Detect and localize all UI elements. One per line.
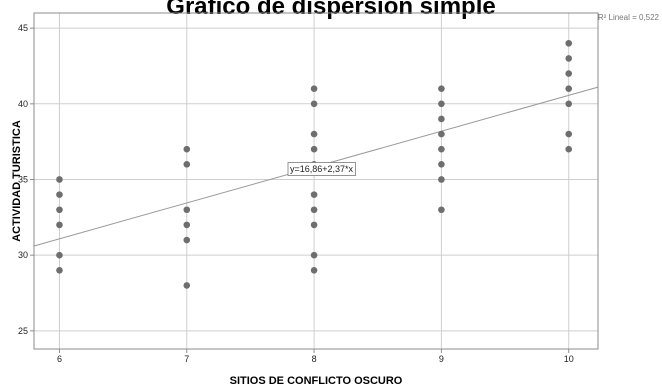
data-point	[438, 115, 445, 123]
data-point	[310, 85, 318, 92]
equation-label: y=16,86+2,37*x	[287, 162, 356, 176]
data-point	[565, 85, 573, 92]
data-point	[183, 145, 191, 153]
data-point	[438, 100, 445, 108]
data-point	[310, 251, 318, 259]
data-point	[310, 206, 318, 214]
x-tick-label: 8	[312, 354, 317, 364]
x-axis-label: SITIOS DE CONFLICTO OSCURO	[230, 375, 403, 387]
data-point	[565, 70, 573, 77]
data-point	[310, 266, 318, 274]
data-point	[310, 191, 318, 198]
x-tick-label: 9	[439, 354, 444, 364]
y-tick-label: 30	[18, 250, 28, 260]
grid-lines	[34, 13, 598, 349]
data-point	[56, 251, 63, 259]
y-tick-label: 35	[18, 174, 28, 184]
data-point	[56, 191, 63, 198]
data-point	[310, 130, 318, 138]
data-point	[565, 145, 573, 153]
data-point	[438, 145, 445, 153]
data-point	[310, 100, 318, 108]
data-point	[183, 221, 191, 229]
equation-text: y=16,86+2,37*x	[290, 164, 354, 174]
data-point	[438, 130, 445, 138]
data-point	[183, 236, 191, 244]
x-tick-label: 10	[564, 354, 574, 364]
data-point	[565, 130, 573, 138]
equation-box	[287, 162, 356, 176]
data-point	[56, 266, 63, 274]
data-point	[310, 221, 318, 229]
y-axis-label: ACTIVIDAD TURISTICA	[11, 120, 23, 242]
x-tick-label: 6	[57, 354, 62, 364]
data-point	[183, 206, 191, 214]
chart-title: Gráfico de dispersión simple	[166, 0, 495, 20]
y-tick-label: 25	[18, 326, 28, 336]
data-point	[565, 39, 573, 47]
y-tick-label: 45	[18, 23, 28, 33]
data-point	[183, 161, 191, 168]
data-point	[56, 206, 63, 214]
data-point	[438, 176, 445, 183]
y-tick-label: 40	[18, 99, 28, 109]
data-point	[438, 161, 445, 168]
axis-ticks: 6 7 8 9 10 25 30 35 40 45	[18, 23, 574, 364]
data-point	[565, 55, 573, 62]
x-tick-label: 7	[184, 354, 189, 364]
data-point	[565, 100, 573, 108]
r2-label: R² Lineal = 0,522	[598, 13, 660, 22]
data-point	[56, 176, 63, 183]
data-point	[183, 282, 191, 289]
data-point	[438, 85, 445, 92]
plot-frame	[33, 12, 599, 350]
data-point	[310, 145, 318, 153]
data-point	[56, 221, 63, 229]
data-point	[438, 206, 445, 214]
